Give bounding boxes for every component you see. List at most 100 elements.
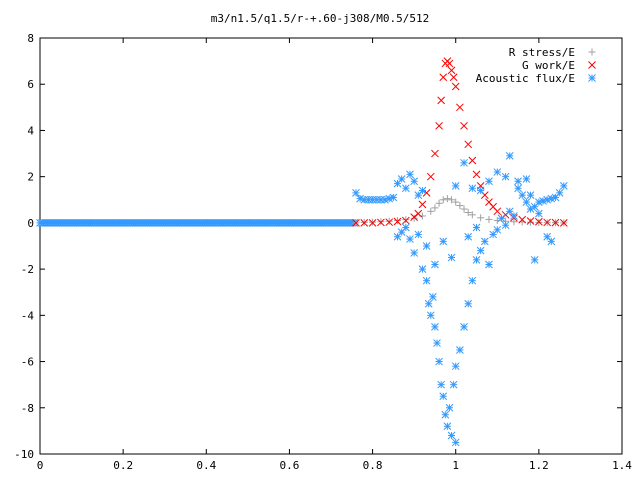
acoustic-flux-e-point (460, 158, 468, 167)
acoustic-flux-e-point (410, 249, 418, 257)
y-tick-label: -4 (21, 309, 35, 322)
g-work-e-point (352, 219, 360, 227)
acoustic-flux-e-point (424, 299, 433, 308)
acoustic-flux-e-point (468, 276, 477, 285)
g-work-e-point (468, 156, 477, 165)
r-stress-e-point (468, 211, 476, 219)
acoustic-flux-e-point (435, 357, 443, 366)
axes: 0 0.2 0.4 0.6 0.8 1 1.2 1.4 8 6 4 2 0 -2 -4 -6 -8 -10 (14, 32, 632, 472)
acoustic-flux-e-point (431, 260, 439, 269)
r-stress-e-point (527, 218, 535, 226)
acoustic-flux-e-point (468, 184, 477, 193)
g-work-e-point (431, 149, 439, 158)
g-work-e-point (401, 216, 410, 225)
y-tick-label: 0 (27, 217, 34, 230)
acoustic-flux-e-point (451, 182, 460, 190)
g-work-e-point (535, 217, 543, 226)
g-work-e-point (526, 217, 535, 225)
acoustic-flux-e-point (352, 188, 360, 197)
acoustic-flux-e-point (385, 194, 394, 203)
y-tick-label: -10 (14, 448, 34, 461)
acoustic-flux-e-point (406, 170, 414, 179)
g-work-e-point (460, 121, 468, 130)
y-tick-label: -2 (21, 263, 34, 276)
g-work-e-point (493, 207, 502, 216)
acoustic-flux-e-point (505, 207, 514, 216)
x-tick-label: 0.8 (363, 459, 383, 472)
acoustic-flux-e-point (480, 237, 489, 246)
y-tick-label: 6 (27, 78, 34, 91)
x-tick-label: 0 (37, 459, 44, 472)
acoustic-flux-e-point (485, 177, 493, 186)
acoustic-flux-e-point (476, 246, 485, 255)
x-tick-label: 0.6 (279, 459, 299, 472)
r-stress-e-point (485, 215, 493, 223)
acoustic-flux-e-point (464, 232, 473, 241)
acoustic-flux-e-point (485, 260, 493, 269)
acoustic-flux-e-point (422, 242, 431, 250)
legend-label: G work/E (522, 59, 575, 72)
acoustic-flux-e-point (401, 223, 410, 232)
acoustic-flux-e-point (422, 276, 431, 285)
g-work-e-point (435, 121, 443, 130)
g-work-e-point (385, 218, 394, 227)
g-work-e-point (543, 218, 552, 227)
y-tick-label: 8 (27, 32, 34, 45)
acoustic-flux-e-point (522, 175, 531, 183)
r-stress-e-point (464, 208, 472, 216)
g-work-e-point (559, 219, 568, 227)
acoustic-flux-e-point (472, 256, 481, 264)
g-work-e-point (451, 82, 460, 91)
legend-label: R stress/E (509, 46, 575, 59)
acoustic-flux-e-point (437, 380, 446, 389)
acoustic-flux-e-point (535, 209, 543, 218)
g-work-e-point (360, 219, 369, 227)
plot-frame (39, 37, 623, 455)
g-work-e-point (518, 215, 527, 224)
r-stress-e-point (394, 217, 402, 225)
y-tick-label: -8 (21, 402, 34, 415)
acoustic-flux-e-point (510, 212, 518, 220)
r-stress-e-point (477, 214, 485, 222)
acoustic-flux-e-point (464, 299, 473, 308)
acoustic-flux-e-point (555, 188, 564, 197)
x-tick-label: 1 (452, 459, 459, 472)
acoustic-flux-e-point (445, 403, 454, 412)
r-stress-e-point (427, 207, 435, 215)
acoustic-flux-e-point (443, 422, 452, 431)
acoustic-flux-e-point (518, 191, 527, 200)
g-work-e-point (464, 140, 473, 149)
acoustic-flux-e-point (456, 346, 464, 354)
acoustic-flux-e-point (447, 431, 456, 440)
acoustic-flux-e-point (410, 177, 418, 186)
x-tick-label: 1.4 (612, 459, 632, 472)
g-work-e-point (437, 96, 446, 105)
acoustic-flux-e-point (497, 214, 506, 223)
acoustic-flux-e-point (449, 380, 458, 389)
g-work-e-point (439, 73, 448, 82)
acoustic-flux-e-point (439, 392, 448, 401)
acoustic-flux-e-point (493, 168, 502, 176)
g-work-e-point (414, 209, 423, 218)
acoustic-flux-e-point (401, 184, 410, 193)
acoustic-flux-e-point (476, 186, 485, 195)
acoustic-flux-e-point (501, 221, 510, 230)
acoustic-flux-e-point (389, 193, 398, 202)
acoustic-flux-e-point (406, 235, 414, 243)
r-stress-e-point (460, 205, 468, 213)
acoustic-flux-e-point (433, 339, 441, 347)
g-work-e-point (368, 219, 377, 227)
acoustic-flux-e-point (505, 152, 514, 160)
y-tick-label: 4 (27, 124, 34, 137)
acoustic-flux-e-point (514, 184, 522, 193)
acoustic-flux-e-point (451, 362, 460, 371)
acoustic-flux-e-point (522, 198, 531, 206)
acoustic-flux-e-point (431, 323, 439, 331)
r-stress-e-point (439, 196, 447, 204)
legend-label: Acoustic flux/E (476, 72, 575, 85)
r-stress-e-point (443, 195, 451, 203)
r-stress-e-point (385, 217, 393, 225)
y-tick-label: -6 (21, 356, 34, 369)
